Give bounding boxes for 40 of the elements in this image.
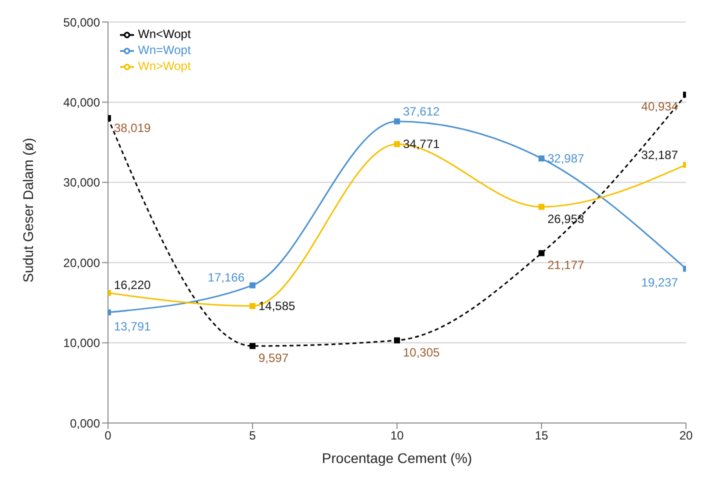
data-label: 14,585 bbox=[258, 299, 296, 314]
x-tick-label: 15 bbox=[534, 428, 548, 443]
point bbox=[538, 250, 544, 256]
y-tick-label: 20,000 bbox=[63, 256, 100, 270]
data-label: 26,953 bbox=[548, 212, 585, 226]
y-tick-label: 40,000 bbox=[63, 95, 100, 110]
data-label: 32,187 bbox=[641, 148, 678, 162]
data-label: 32,987 bbox=[548, 151, 585, 166]
data-label: 40,934 bbox=[641, 100, 678, 114]
data-label: 13,791 bbox=[114, 319, 152, 334]
point bbox=[250, 343, 256, 350]
legend-label: Wn=Wopt bbox=[138, 43, 191, 57]
data-label: 21,177 bbox=[548, 258, 585, 272]
y-tick-label: 0,000 bbox=[70, 416, 100, 430]
point bbox=[394, 118, 400, 124]
data-label: 16,220 bbox=[114, 278, 152, 292]
data-label: 38,019 bbox=[114, 121, 152, 136]
data-label: 34,771 bbox=[403, 137, 440, 152]
x-axis-title: Procentage Cement (%) bbox=[322, 450, 472, 466]
data-label: 19,237 bbox=[641, 276, 678, 290]
data-label: 37,612 bbox=[403, 104, 440, 118]
x-tick-label: 10 bbox=[390, 428, 404, 443]
point bbox=[538, 204, 544, 210]
y-tick-label: 30,000 bbox=[63, 176, 100, 190]
y-axis-title: Sudut Geser Dalam (ø) bbox=[20, 138, 36, 282]
data-label: 10,305 bbox=[403, 345, 440, 360]
legend-label: Wn<Wopt bbox=[138, 27, 191, 41]
data-label: 9,597 bbox=[258, 351, 289, 366]
point bbox=[250, 282, 256, 288]
legend-label: Wn>Wopt bbox=[138, 59, 191, 73]
y-tick-label: 50,000 bbox=[63, 15, 100, 30]
point bbox=[394, 337, 400, 344]
x-tick-label: 20 bbox=[679, 428, 693, 443]
point bbox=[394, 141, 400, 148]
point bbox=[538, 155, 544, 162]
data-label: 17,166 bbox=[208, 270, 245, 284]
x-tick-label: 0 bbox=[104, 428, 112, 443]
point bbox=[250, 303, 256, 310]
x-tick-label: 5 bbox=[249, 428, 256, 443]
y-tick-label: 10,000 bbox=[63, 336, 100, 350]
